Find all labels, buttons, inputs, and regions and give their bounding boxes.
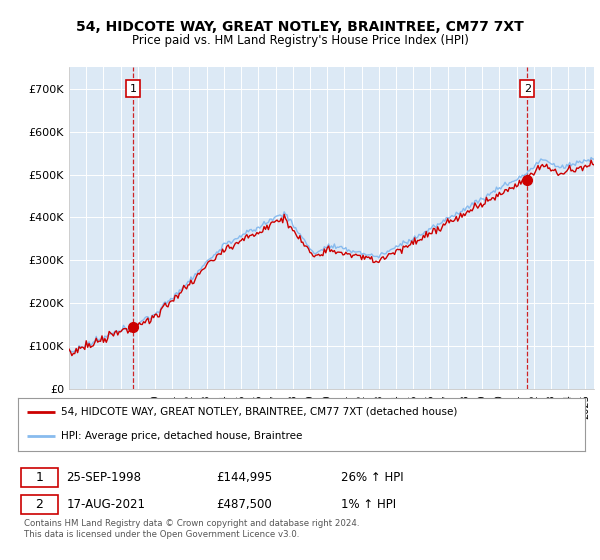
Text: 2: 2 xyxy=(35,498,43,511)
Text: Price paid vs. HM Land Registry's House Price Index (HPI): Price paid vs. HM Land Registry's House … xyxy=(131,34,469,47)
Text: 17-AUG-2021: 17-AUG-2021 xyxy=(66,498,145,511)
Text: 54, HIDCOTE WAY, GREAT NOTLEY, BRAINTREE, CM77 7XT (detached house): 54, HIDCOTE WAY, GREAT NOTLEY, BRAINTREE… xyxy=(61,407,457,417)
FancyBboxPatch shape xyxy=(21,495,58,514)
Text: 25-SEP-1998: 25-SEP-1998 xyxy=(66,471,141,484)
Text: 2: 2 xyxy=(524,83,531,94)
Text: 1: 1 xyxy=(130,83,137,94)
FancyBboxPatch shape xyxy=(21,468,58,487)
Text: £144,995: £144,995 xyxy=(217,471,272,484)
Text: £487,500: £487,500 xyxy=(217,498,272,511)
Text: 54, HIDCOTE WAY, GREAT NOTLEY, BRAINTREE, CM77 7XT: 54, HIDCOTE WAY, GREAT NOTLEY, BRAINTREE… xyxy=(76,20,524,34)
Text: 1: 1 xyxy=(35,471,43,484)
Text: 26% ↑ HPI: 26% ↑ HPI xyxy=(341,471,404,484)
Text: Contains HM Land Registry data © Crown copyright and database right 2024.
This d: Contains HM Land Registry data © Crown c… xyxy=(23,519,359,539)
Text: 1% ↑ HPI: 1% ↑ HPI xyxy=(341,498,397,511)
Text: HPI: Average price, detached house, Braintree: HPI: Average price, detached house, Brai… xyxy=(61,431,302,441)
